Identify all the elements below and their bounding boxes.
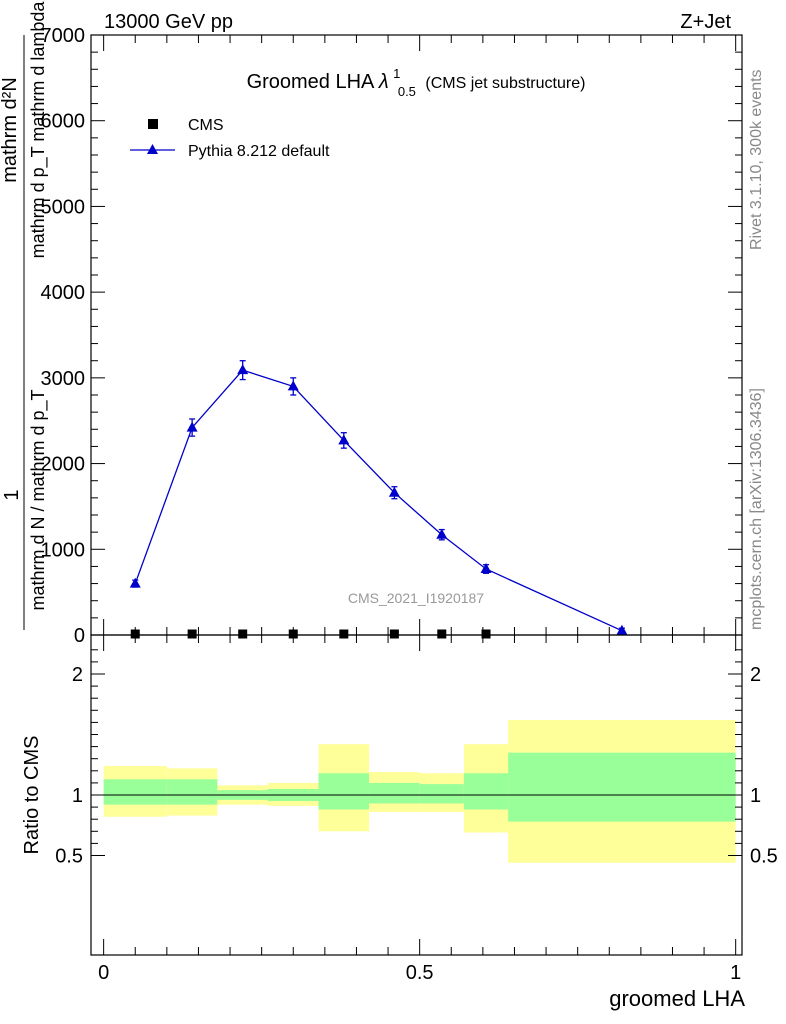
xlabel: groomed LHA <box>609 986 745 1011</box>
ratio-ytick-label-right: 0.5 <box>750 846 778 868</box>
main-ytick-label: 0 <box>74 625 85 647</box>
main-ytick-label: 7000 <box>41 25 86 47</box>
main-panel: 0 1000 2000 3000 4000 5000 6000 7000 Groomed LH… <box>41 25 743 647</box>
legend: CMS Pythia 8.212 default <box>130 117 330 160</box>
legend-pythia-marker <box>147 144 158 154</box>
ratio-y-axis: 0.5 0.5 1 1 2 2 <box>55 649 778 868</box>
cms-point <box>339 629 349 639</box>
title-suffix: (CMS jet substructure) <box>425 75 585 92</box>
header-left: 13000 GeV pp <box>104 11 233 33</box>
cms-point <box>130 629 140 639</box>
ratio-band-inner <box>463 773 509 810</box>
cms-point <box>389 629 399 639</box>
ylabel-denominator: mathrm d N / mathrm d p_T <box>28 389 49 610</box>
pythia-point <box>388 486 400 497</box>
pythia-point <box>436 528 448 539</box>
title-main: Groomed LHA <box>247 71 375 93</box>
xtick-label: 0.5 <box>406 962 434 984</box>
ratio-ytick-label: 2 <box>72 664 83 686</box>
xtick-label: 1 <box>730 962 741 984</box>
pythia-point <box>616 624 628 635</box>
pythia-point <box>186 421 198 432</box>
cms-point <box>481 629 491 639</box>
main-ytick-label: 5000 <box>41 196 86 218</box>
ylabel-num-2: mathrm d p_T mathrm d lambda <box>28 1 49 259</box>
legend-cms-label: CMS <box>188 117 224 134</box>
legend-cms-marker <box>148 119 158 129</box>
title-sup: 1 <box>393 66 400 81</box>
cms-series <box>130 629 491 639</box>
rivet-label: Rivet 3.1.10, 300k events <box>748 69 765 250</box>
ratio-band-inner <box>419 784 464 804</box>
main-ytick-label: 1000 <box>41 539 86 561</box>
ratio-panel: 0.5 0.51 12 2 0 0.5 1 Ratio to CMS groomed LH… <box>21 634 778 1011</box>
main-ytick-label: 3000 <box>41 368 86 390</box>
header-right: Z+Jet <box>680 11 731 33</box>
title-symbol: λ <box>378 71 389 93</box>
ylabel-num-1: mathrm d²N <box>0 77 21 183</box>
pythia-point <box>287 380 299 391</box>
ratio-band-inner <box>369 782 420 804</box>
ratio-band-inner <box>166 779 218 805</box>
xtick-label: 0 <box>98 962 109 984</box>
pythia-point <box>480 563 492 573</box>
pythia-point <box>129 577 141 588</box>
ratio-ytick-label-right: 1 <box>750 785 761 807</box>
cms-point <box>437 629 447 639</box>
legend-pythia-label: Pythia 8.212 default <box>188 143 330 160</box>
pythia-point <box>338 434 350 445</box>
ratio-x-axis: 0 0.5 1 <box>98 635 741 984</box>
main-y-label: 1 mathrm d²N mathrm d p_T mathrm d lambd… <box>0 1 49 630</box>
pythia-point <box>237 364 249 375</box>
mcplots-label: mcplots.cern.ch [arXiv:1306.3436] <box>748 388 765 630</box>
cms-point <box>238 629 248 639</box>
ratio-ytick-label-right: 2 <box>750 664 761 686</box>
watermark: CMS_2021_I1920187 <box>348 590 484 606</box>
ratio-bands <box>103 719 736 863</box>
ratio-band-inner <box>318 773 370 810</box>
main-ytick-label: 6000 <box>41 111 86 133</box>
pythia-series <box>129 360 628 635</box>
ratio-ytick-label: 0.5 <box>55 846 83 868</box>
main-ytick-label: 4000 <box>41 282 86 304</box>
ratio-ylabel: Ratio to CMS <box>21 736 43 855</box>
ratio-band-inner <box>508 752 736 822</box>
cms-point <box>288 629 298 639</box>
title-sub: 0.5 <box>398 84 416 99</box>
ratio-ytick-label: 1 <box>72 785 83 807</box>
ylabel-one: 1 <box>1 489 23 500</box>
main-title: Groomed LHA λ 1 0.5 (CMS jet substructur… <box>247 65 586 100</box>
cms-point <box>187 629 197 639</box>
main-ytick-label: 2000 <box>41 454 86 476</box>
ratio-band-inner <box>103 779 167 805</box>
main-y-axis: 0 1000 2000 3000 4000 5000 6000 7000 <box>41 25 742 647</box>
